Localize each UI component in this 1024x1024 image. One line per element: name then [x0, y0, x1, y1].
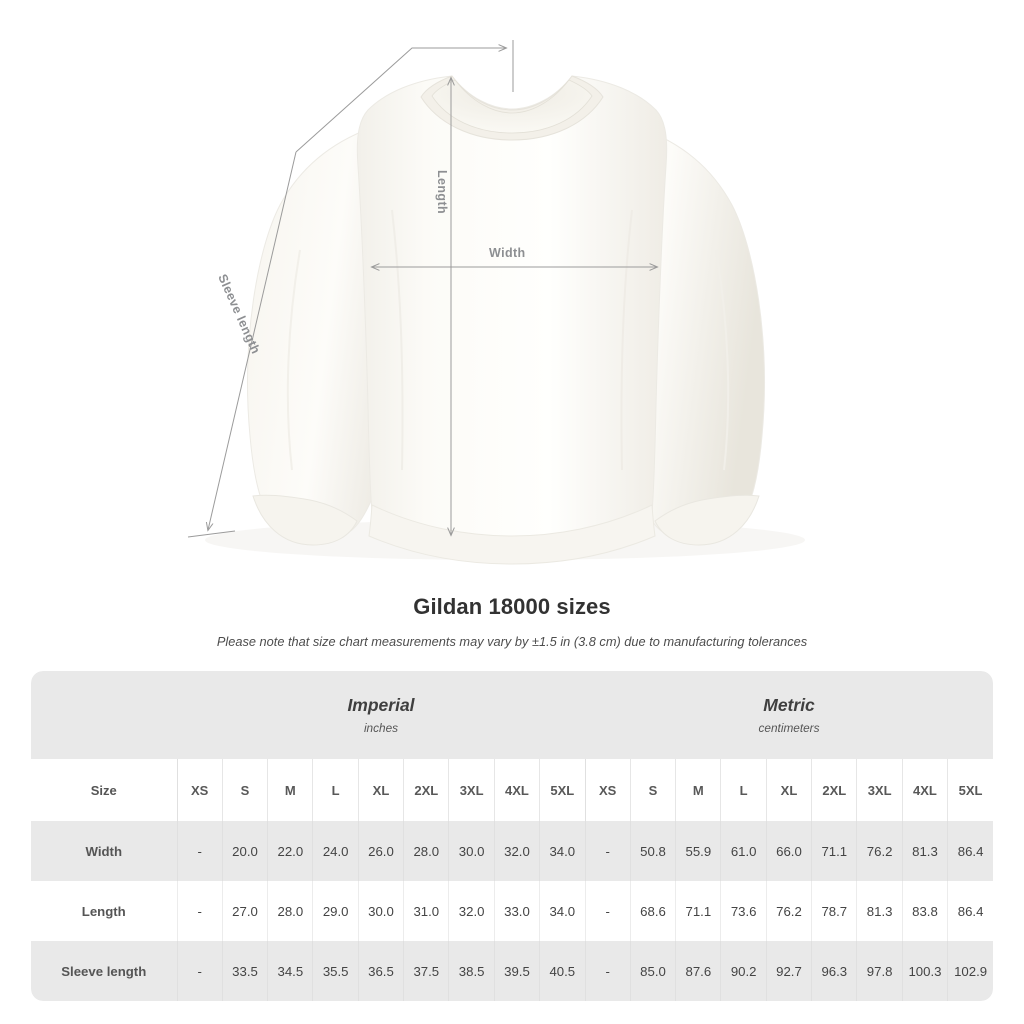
- cell-sleeve-length-metric-m: 87.6: [675, 941, 721, 1001]
- size-header-row: Size XS S M L XL 2XL 3XL 4XL 5XL XS S M L XL 2XL 3XL 4XL 5…: [31, 759, 994, 821]
- cell-length-imperial-l: 29.0: [312, 881, 359, 941]
- unit-group-imperial: Imperial inches: [177, 671, 585, 759]
- cell-length-imperial-s: 27.0: [221, 881, 268, 941]
- page-title: Gildan 18000 sizes: [413, 594, 611, 619]
- size-header-imperial-2xl: 2XL: [403, 759, 449, 821]
- cell-length-metric-3xl: 81.3: [856, 881, 903, 941]
- size-header-metric-2xl: 2XL: [811, 759, 857, 821]
- chart-heading: Gildan 18000 sizes Please note that size…: [0, 590, 1024, 649]
- size-header-imperial-m: M: [267, 759, 313, 821]
- cell-width-metric-s: 50.8: [629, 821, 676, 881]
- unit-group-subtitle: centimeters: [758, 721, 820, 736]
- size-header-imperial-xs: XS: [176, 759, 223, 821]
- size-header-imperial-3xl: 3XL: [448, 759, 495, 821]
- cell-width-metric-4xl: 81.3: [901, 821, 948, 881]
- unit-group-metric: Metric centimeters: [585, 671, 994, 759]
- size-header-metric-s: S: [629, 759, 676, 821]
- size-header-imperial-xl: XL: [357, 759, 404, 821]
- tolerance-note: Please note that size chart measurements…: [216, 634, 808, 649]
- length-dimension-label: Length: [435, 170, 449, 215]
- cell-width-imperial-s: 20.0: [221, 821, 268, 881]
- table-row: Sleeve length -33.5 34.5 35.5 36.5 37.5 38.5 39…: [31, 941, 994, 1001]
- cell-sleeve-length-imperial-5xl: 40.5: [539, 941, 585, 1001]
- unit-group-subtitle: inches: [363, 721, 399, 736]
- size-header-imperial-5xl: 5XL: [539, 759, 585, 821]
- size-chart-table-wrapper: Imperial inches Metric centimeters Size XS S M L…: [31, 671, 994, 1001]
- table-row: Length -27.0 28.0 29.0 30.0 31.0 32.0 33.0 34.0-…: [31, 881, 994, 941]
- cell-sleeve-length-imperial-s: 33.5: [221, 941, 268, 1001]
- cell-sleeve-length-imperial-3xl: 38.5: [448, 941, 495, 1001]
- unit-group-name: Metric: [763, 694, 815, 715]
- cell-sleeve-length-imperial-xs: -: [176, 941, 223, 1001]
- cell-width-metric-5xl: 86.4: [947, 821, 994, 881]
- cell-sleeve-length-metric-s: 85.0: [629, 941, 676, 1001]
- cell-width-imperial-3xl: 30.0: [448, 821, 495, 881]
- cell-width-metric-xs: -: [584, 821, 631, 881]
- cell-length-metric-4xl: 83.8: [901, 881, 948, 941]
- cell-length-imperial-xl: 30.0: [357, 881, 404, 941]
- size-header-metric-3xl: 3XL: [856, 759, 903, 821]
- cell-sleeve-length-metric-xs: -: [584, 941, 631, 1001]
- cell-width-imperial-5xl: 34.0: [539, 821, 585, 881]
- cell-width-metric-2xl: 71.1: [811, 821, 857, 881]
- unit-banner-spacer: [31, 671, 177, 759]
- cell-sleeve-length-imperial-m: 34.5: [267, 941, 313, 1001]
- size-header-imperial-l: L: [312, 759, 359, 821]
- size-header-imperial-4xl: 4XL: [493, 759, 540, 821]
- measurement-row-label: Width: [31, 821, 177, 881]
- unit-group-name: Imperial: [347, 694, 415, 715]
- cell-length-imperial-4xl: 33.0: [493, 881, 540, 941]
- cell-width-metric-m: 55.9: [675, 821, 721, 881]
- cell-width-imperial-4xl: 32.0: [493, 821, 540, 881]
- size-header-metric-xl: XL: [765, 759, 812, 821]
- size-header-imperial-s: S: [221, 759, 268, 821]
- size-header-metric-xs: XS: [584, 759, 631, 821]
- cell-sleeve-length-imperial-xl: 36.5: [357, 941, 404, 1001]
- cell-sleeve-length-metric-2xl: 96.3: [811, 941, 857, 1001]
- cell-length-metric-xs: -: [584, 881, 631, 941]
- table-row: Width -20.0 22.0 24.0 26.0 28.0 30.0 32.0 34.0-5…: [31, 821, 994, 881]
- shoulder-guide: [295, 40, 514, 153]
- width-dimension-label: Width: [489, 246, 526, 260]
- cell-width-metric-l: 61.0: [720, 821, 767, 881]
- cell-sleeve-length-metric-5xl: 102.9: [947, 941, 994, 1001]
- measurement-row-label: Sleeve length: [31, 941, 177, 1001]
- size-chart-table: Imperial inches Metric centimeters Size XS S M L…: [31, 671, 994, 1001]
- product-illustration: Length Width Sleeve length: [187, 40, 805, 565]
- size-header-metric-l: L: [720, 759, 767, 821]
- cell-width-imperial-2xl: 28.0: [403, 821, 449, 881]
- cell-width-imperial-xs: -: [176, 821, 223, 881]
- cell-length-metric-s: 68.6: [629, 881, 676, 941]
- cell-length-imperial-3xl: 32.0: [448, 881, 495, 941]
- cell-length-metric-m: 71.1: [675, 881, 721, 941]
- cell-length-metric-l: 73.6: [720, 881, 767, 941]
- cell-length-metric-5xl: 86.4: [947, 881, 994, 941]
- cell-sleeve-length-imperial-2xl: 37.5: [403, 941, 449, 1001]
- cell-sleeve-length-imperial-l: 35.5: [312, 941, 359, 1001]
- size-header-metric-5xl: 5XL: [947, 759, 994, 821]
- size-header-metric-4xl: 4XL: [901, 759, 948, 821]
- size-column-header: Size: [31, 759, 177, 821]
- cell-length-metric-2xl: 78.7: [811, 881, 857, 941]
- sleeve-length-guide: [187, 151, 297, 538]
- sweatshirt-diagram: [187, 40, 805, 565]
- cell-sleeve-length-metric-xl: 92.7: [765, 941, 812, 1001]
- cell-length-imperial-xs: -: [176, 881, 223, 941]
- cell-width-imperial-m: 22.0: [267, 821, 313, 881]
- unit-banner-row: Imperial inches Metric centimeters: [31, 671, 994, 759]
- cell-sleeve-length-metric-3xl: 97.8: [856, 941, 903, 1001]
- cell-width-imperial-l: 24.0: [312, 821, 359, 881]
- cell-width-imperial-xl: 26.0: [357, 821, 404, 881]
- cell-sleeve-length-imperial-4xl: 39.5: [493, 941, 540, 1001]
- cell-width-metric-3xl: 76.2: [856, 821, 903, 881]
- measurement-row-label: Length: [31, 881, 177, 941]
- cell-sleeve-length-metric-4xl: 100.3: [901, 941, 948, 1001]
- cell-length-imperial-m: 28.0: [267, 881, 313, 941]
- cell-length-imperial-5xl: 34.0: [539, 881, 585, 941]
- cell-length-imperial-2xl: 31.0: [403, 881, 449, 941]
- cell-sleeve-length-metric-l: 90.2: [720, 941, 767, 1001]
- cell-length-metric-xl: 76.2: [765, 881, 812, 941]
- size-header-metric-m: M: [675, 759, 721, 821]
- cell-width-metric-xl: 66.0: [765, 821, 812, 881]
